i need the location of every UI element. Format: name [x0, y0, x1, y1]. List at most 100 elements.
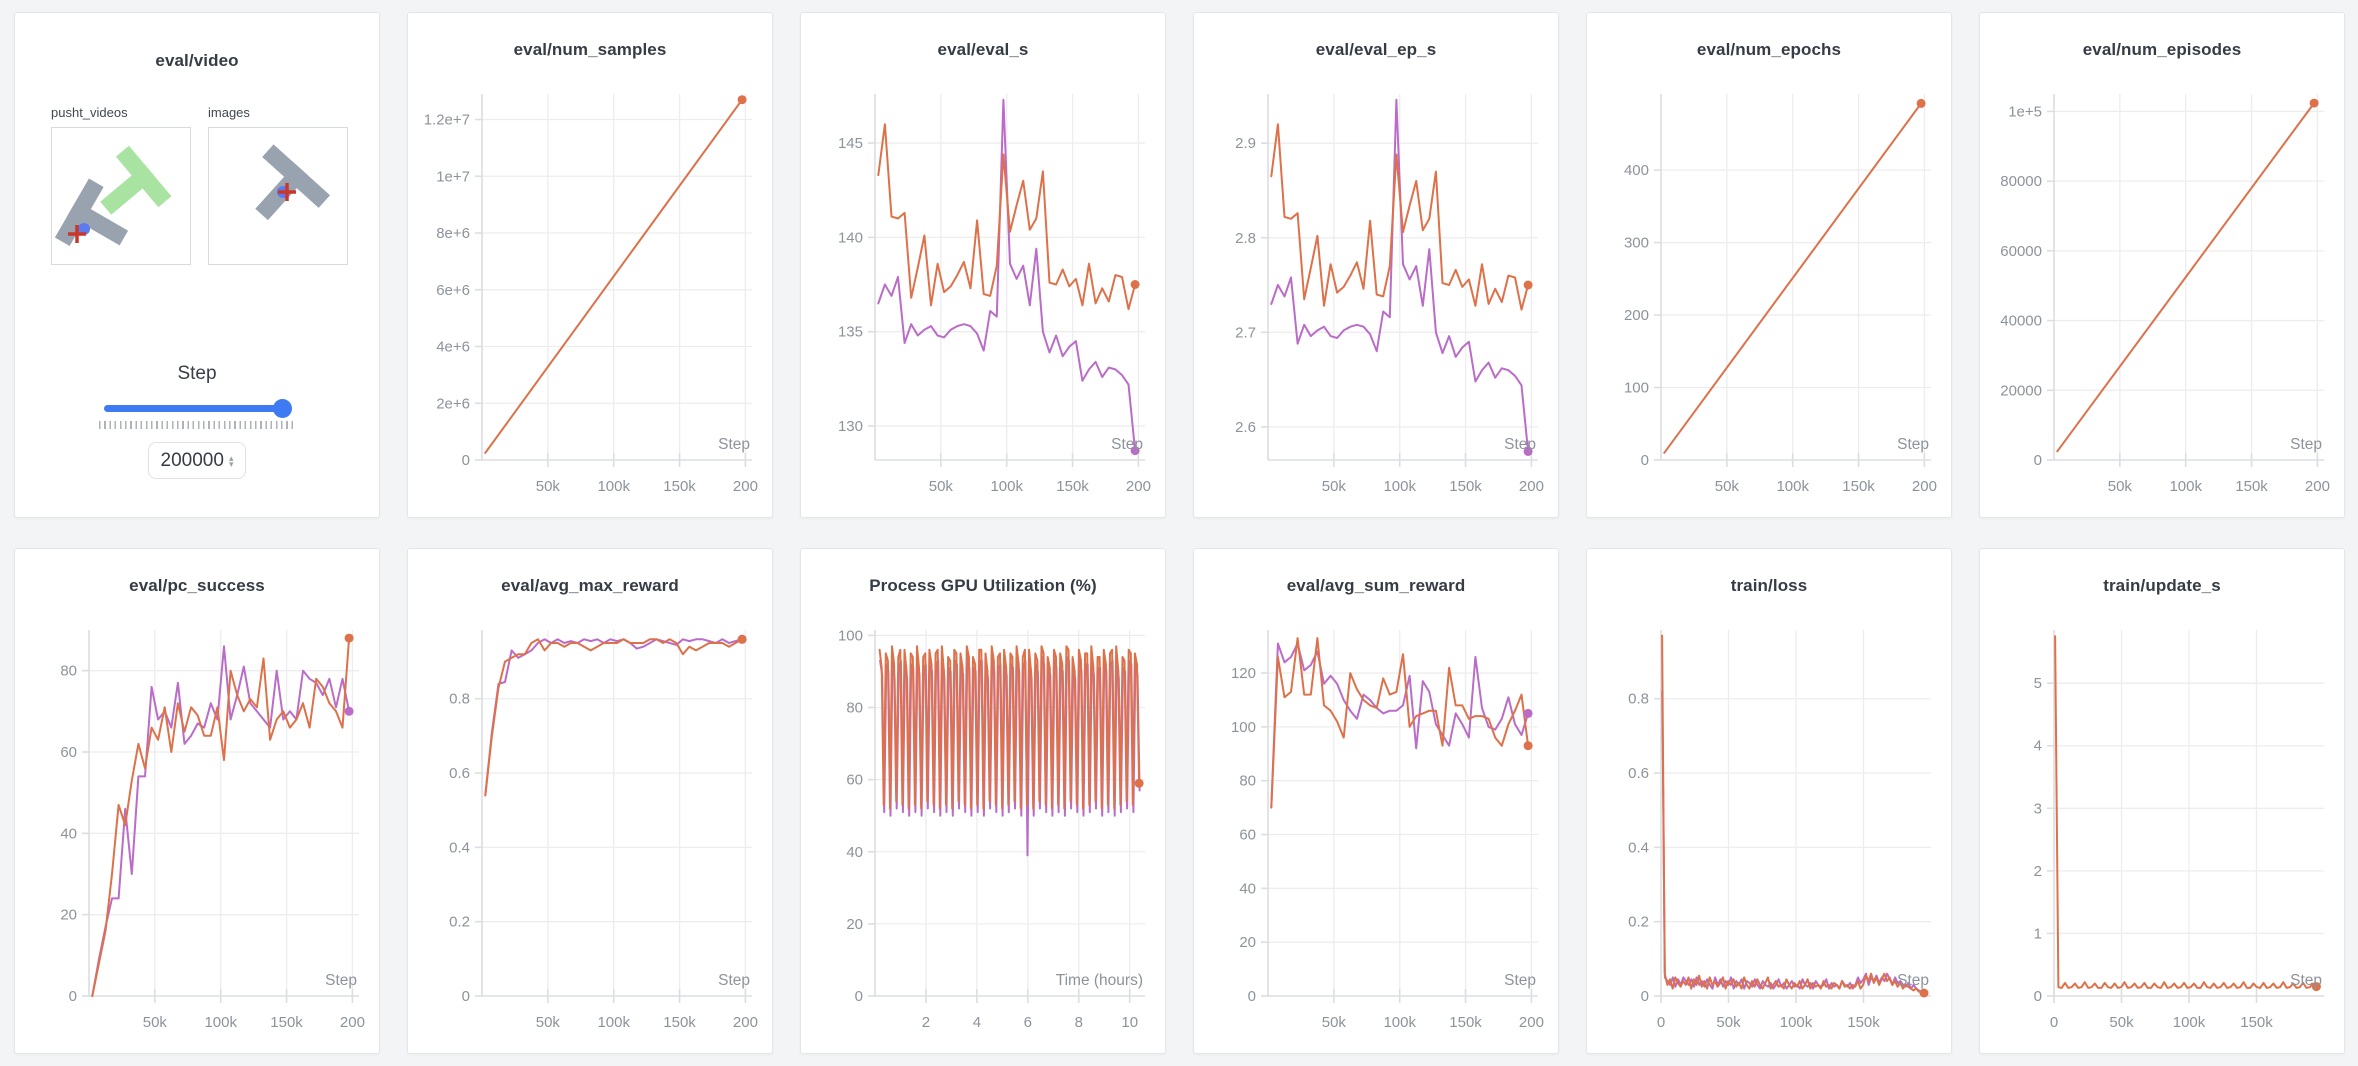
series-end-dot-purple-run — [1130, 446, 1140, 456]
chart-area[interactable]: 0 0.2 0.4 0.6 0.8 50k 100k 150k 200 Step — [420, 616, 760, 1052]
y-tick-label: 0 — [1248, 988, 1256, 1005]
step-slider-tickmarks — [99, 421, 295, 429]
chart-canvas[interactable]: 0 0.2 0.4 0.6 0.8 0 50k 100k 150k Step — [1599, 616, 1939, 1052]
step-value-input[interactable]: 200000 ▴ ▾ — [148, 442, 246, 479]
chart-canvas[interactable]: 0 20000 40000 60000 80000 1e+5 50k 100k 150k 200 S… — [1992, 80, 2332, 516]
panel-eval-avg-sum-reward[interactable]: eval/avg_sum_reward 0 20 40 60 80 100 120 50k 100… — [1193, 548, 1559, 1054]
chart-canvas[interactable]: 0 20 40 60 80 50k 100k 150k 200 Step — [27, 616, 367, 1052]
chart-canvas[interactable]: 0 1 2 3 4 5 0 50k 100k 150k Step — [1992, 616, 2332, 1052]
y-tick-label: 4 — [2034, 738, 2042, 755]
panel-title: eval/video — [155, 51, 239, 70]
y-tick-label: 4e+6 — [436, 339, 470, 356]
y-tick-label: 100 — [838, 627, 863, 644]
chart-area[interactable]: 0 0.2 0.4 0.6 0.8 0 50k 100k 150k Step — [1599, 616, 1939, 1052]
series-line-orange-run — [2056, 102, 2316, 453]
step-slider-thumb[interactable] — [273, 399, 292, 418]
chart-area[interactable]: 0 20000 40000 60000 80000 1e+5 50k 100k 150k 200 S… — [1992, 80, 2332, 516]
panel-process-gpu-utilization[interactable]: Process GPU Utilization (%) 0 20 40 60 80 100 2… — [800, 548, 1166, 1054]
y-tick-label: 2.6 — [1235, 419, 1256, 436]
pusht-video-frame — [54, 145, 172, 246]
spinner-down-icon[interactable]: ▾ — [228, 458, 234, 469]
x-tick-label: 150k — [1847, 1014, 1880, 1031]
panel-train-loss[interactable]: train/loss 0 0.2 0.4 0.6 0.8 0 50k 100k 150k Step — [1586, 548, 1952, 1054]
x-tick-label: 50k — [1715, 478, 1740, 495]
chart-area[interactable]: 0 2e+6 4e+6 6e+6 8e+6 1e+7 1.2e+7 50k 100k 150k 20… — [420, 80, 760, 516]
x-tick-label: 100k — [597, 478, 630, 495]
x-tick-label: 100k — [2173, 1014, 2206, 1031]
chart-canvas[interactable]: 0 0.2 0.4 0.6 0.8 50k 100k 150k 200 Step — [420, 616, 760, 1052]
pusht-agent-dot — [78, 223, 90, 235]
x-tick-label: 50k — [929, 478, 954, 495]
series-end-dot-purple-run — [1523, 447, 1533, 456]
y-tick-label: 20 — [1239, 934, 1256, 951]
x-tick-label: 200 — [1912, 478, 1937, 495]
panel-eval-num-epochs[interactable]: eval/num_epochs 0 100 200 300 400 50k 100k 150k 2… — [1586, 12, 1952, 518]
y-tick-label: 5 — [2034, 675, 2042, 692]
y-tick-label: 80000 — [2000, 173, 2042, 190]
y-tick-label: 1e+5 — [2008, 103, 2042, 120]
x-tick-label: 50k — [1322, 1014, 1347, 1031]
chart-area[interactable]: 2.6 2.7 2.8 2.9 50k 100k 150k 200 Step — [1206, 80, 1546, 516]
y-tick-label: 2.8 — [1235, 230, 1256, 247]
panel-eval-pc-success[interactable]: eval/pc_success 0 20 40 60 80 50k 100k 150k 200 St… — [14, 548, 380, 1054]
step-control: Step 200000 ▴ ▾ — [15, 363, 379, 479]
step-slider[interactable] — [104, 399, 292, 418]
chart-canvas[interactable]: 0 20 40 60 80 100 2 4 6 8 10 Time (hours) — [813, 616, 1153, 1052]
panel-train-update-s[interactable]: train/update_s 0 1 2 3 4 5 0 50k 100k 150k Step — [1979, 548, 2345, 1054]
x-tick-label: 100k — [1776, 478, 1809, 495]
x-tick-label: 50k — [1716, 1014, 1741, 1031]
chart-canvas[interactable]: 0 100 200 300 400 50k 100k 150k 200 Step — [1599, 80, 1939, 516]
y-tick-label: 60 — [1239, 827, 1256, 844]
y-tick-label: 0 — [462, 452, 470, 469]
y-tick-label: 0 — [855, 988, 863, 1005]
video-thumbnail-pusht-videos[interactable] — [51, 127, 191, 265]
chart-area[interactable]: 0 100 200 300 400 50k 100k 150k 200 Step — [1599, 80, 1939, 516]
panel-title: eval/avg_sum_reward — [1286, 576, 1466, 595]
y-tick-label: 40000 — [2000, 313, 2042, 330]
chart-area[interactable]: 0 20 40 60 80 100 120 50k 100k 150k 200 Step — [1206, 616, 1546, 1052]
panel-title: eval/eval_s — [937, 40, 1029, 59]
y-tick-label: 200 — [1624, 307, 1649, 324]
series-line-purple-run — [1661, 690, 1926, 994]
x-tick-label: 100k — [1780, 1014, 1813, 1031]
x-tick-label: 200 — [733, 1014, 758, 1031]
panel-eval-eval-ep-s[interactable]: eval/eval_ep_s 2.6 2.7 2.8 2.9 50k 100k 150k 200… — [1193, 12, 1559, 518]
pusht-block-t-shape — [54, 178, 129, 246]
x-tick-label: 6 — [1024, 1014, 1032, 1031]
x-tick-label: 200 — [1519, 478, 1544, 495]
x-tick-label: 50k — [1322, 478, 1347, 495]
chart-area[interactable]: 0 20 40 60 80 50k 100k 150k 200 Step — [27, 616, 367, 1052]
panel-eval-num-samples[interactable]: eval/num_samples 0 2e+6 4e+6 6e+6 8e+6 1e+7 1.2… — [407, 12, 773, 518]
panel-eval-eval-s[interactable]: eval/eval_s 130 135 140 145 50k 100k 150k 200 Ste… — [800, 12, 1166, 518]
chart-canvas[interactable]: 0 2e+6 4e+6 6e+6 8e+6 1e+7 1.2e+7 50k 100k 150k 20… — [420, 80, 760, 516]
x-tick-label: 100k — [1383, 1014, 1416, 1031]
step-slider-track[interactable] — [104, 405, 290, 412]
panel-title: eval/num_epochs — [1696, 40, 1842, 59]
video-thumbnail-images[interactable] — [208, 127, 348, 265]
panel-eval-video[interactable]: eval/video pusht_videos — [14, 12, 380, 518]
y-tick-label: 60 — [846, 772, 863, 789]
chart-canvas[interactable]: 130 135 140 145 50k 100k 150k 200 Step — [813, 80, 1153, 516]
x-tick-label: 150k — [1449, 1014, 1482, 1031]
y-tick-label: 120 — [1231, 665, 1256, 682]
y-tick-label: 2e+6 — [436, 395, 470, 412]
chart-canvas[interactable]: 2.6 2.7 2.8 2.9 50k 100k 150k 200 Step — [1206, 80, 1546, 516]
series-line-orange-run — [878, 645, 1141, 810]
series-line-orange-run — [1270, 637, 1530, 809]
x-axis-title: Time (hours) — [1056, 972, 1143, 989]
chart-area[interactable]: 130 135 140 145 50k 100k 150k 200 Step — [813, 80, 1153, 516]
panel-title: Process GPU Utilization (%) — [869, 576, 1097, 595]
x-tick-label: 2 — [922, 1014, 930, 1031]
panel-eval-num-episodes[interactable]: eval/num_episodes 0 20000 40000 60000 80000 1e… — [1979, 12, 2345, 518]
y-tick-label: 100 — [1231, 719, 1256, 736]
chart-area[interactable]: 0 20 40 60 80 100 2 4 6 8 10 Time (hours) — [813, 616, 1153, 1052]
pusht-goal-t-shape — [100, 145, 172, 215]
chart-area[interactable]: 0 1 2 3 4 5 0 50k 100k 150k Step — [1992, 616, 2332, 1052]
y-tick-label: 20000 — [2000, 382, 2042, 399]
y-tick-label: 0.8 — [449, 691, 470, 708]
panel-eval-avg-max-reward[interactable]: eval/avg_max_reward 0 0.2 0.4 0.6 0.8 50k 100k 1… — [407, 548, 773, 1054]
spinner-up-icon[interactable]: ▴ — [228, 452, 234, 463]
step-slider-label: Step — [177, 363, 217, 384]
chart-canvas[interactable]: 0 20 40 60 80 100 120 50k 100k 150k 200 Step — [1206, 616, 1546, 1052]
y-tick-label: 2.7 — [1235, 324, 1256, 341]
